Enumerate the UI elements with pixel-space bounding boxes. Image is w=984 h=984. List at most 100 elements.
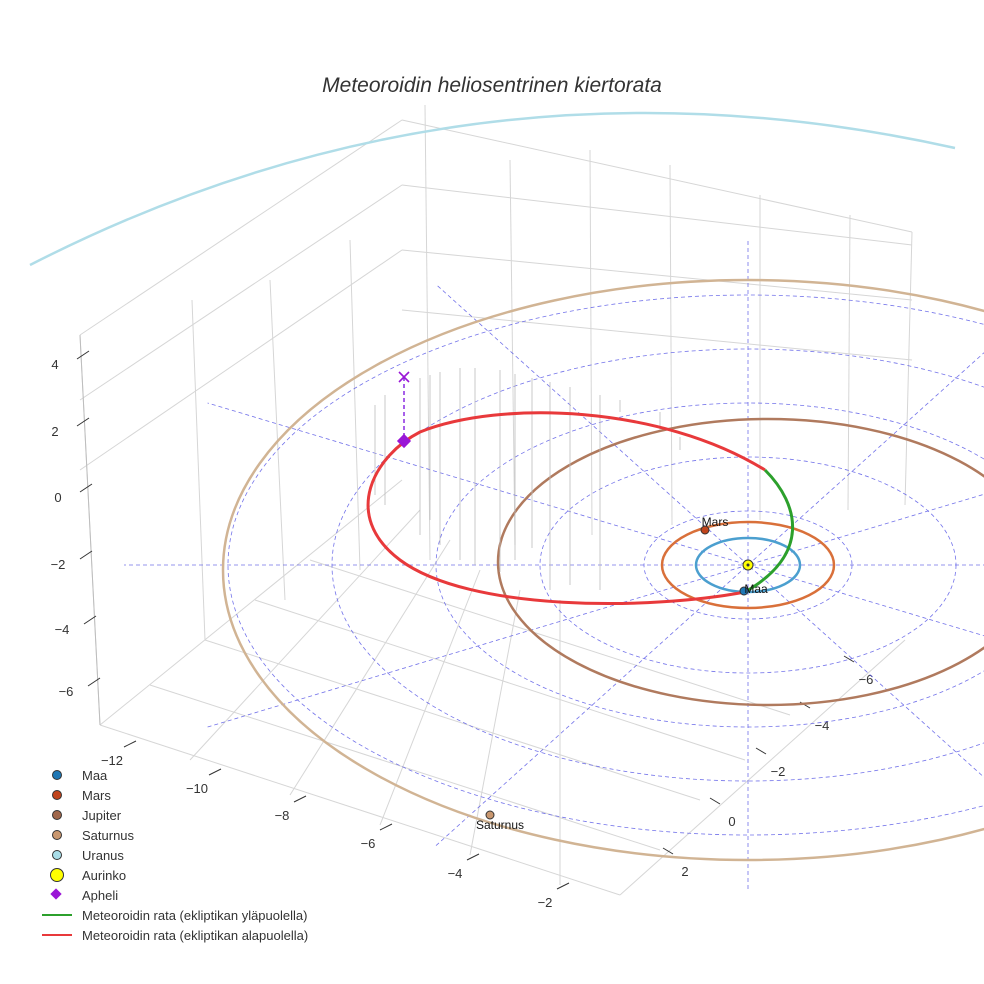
- y-tick-mark: [755, 747, 767, 755]
- planet-label-mars: Mars: [702, 515, 729, 529]
- x-tick-label: −2: [538, 895, 553, 910]
- back-pane-vertical: [847, 214, 851, 511]
- aphelion-projection-marker: [398, 371, 410, 383]
- orbit-jupiter: [496, 417, 984, 707]
- back-pane-horizontal: [401, 249, 913, 301]
- floor-grid-line: [469, 589, 521, 856]
- legend-item: Uranus: [40, 845, 308, 865]
- floor-grid-line: [99, 724, 621, 896]
- orbit-uranus: [29, 111, 956, 267]
- planet-maa: [739, 586, 749, 596]
- legend-item: Mars: [40, 785, 308, 805]
- x-tick-label: −4: [448, 866, 463, 881]
- y-tick-mark: [709, 797, 721, 805]
- back-pane-vertical: [191, 299, 206, 641]
- legend-label: Meteoroidin rata (ekliptikan alapuolella…: [82, 927, 309, 943]
- orbit-saturnus: [221, 278, 984, 862]
- back-pane-horizontal: [79, 184, 403, 401]
- planet-label-maa: Maa: [744, 582, 768, 596]
- z-tick-mark: [83, 615, 97, 625]
- back-pane-vertical: [589, 149, 593, 536]
- y-tick-label: 0: [728, 814, 735, 829]
- z-tick-mark: [76, 417, 90, 427]
- legend-swatch: [40, 905, 74, 925]
- legend-label: Aurinko: [82, 867, 127, 883]
- sun-center: [746, 563, 750, 567]
- x-tick-mark: [208, 768, 222, 776]
- z-tick-label: −2: [51, 557, 66, 572]
- z-drop-lines: [374, 368, 681, 590]
- floor-grid-line: [379, 569, 481, 826]
- y-tick-mark: [843, 655, 855, 663]
- z-tick-label: 0: [54, 490, 61, 505]
- legend-swatch: [40, 885, 74, 905]
- x-tick-label: −8: [275, 808, 290, 823]
- y-tick-label: −2: [771, 764, 786, 779]
- floor-grid-line: [189, 509, 421, 761]
- aphelion-marker: [396, 433, 412, 449]
- z-axis-line: [79, 334, 101, 726]
- legend-item: Meteoroidin rata (ekliptikan yläpuolella…: [40, 905, 308, 925]
- legend-item: Jupiter: [40, 805, 308, 825]
- back-pane-horizontal: [401, 184, 913, 246]
- legend-item: Aurinko: [40, 865, 308, 885]
- legend-swatch: [40, 825, 74, 845]
- x-tick-mark: [466, 853, 480, 861]
- x-tick-label: −6: [361, 836, 376, 851]
- legend-swatch: [40, 785, 74, 805]
- planet-saturnus: [485, 810, 495, 820]
- x-tick-label: −12: [101, 753, 123, 768]
- back-pane-horizontal: [79, 119, 403, 336]
- legend-label: Meteoroidin rata (ekliptikan yläpuolella…: [82, 907, 308, 923]
- x-tick-mark: [293, 795, 307, 803]
- axis-box: [79, 104, 913, 896]
- back-pane-vertical: [669, 164, 673, 526]
- orbit-mars: [660, 520, 836, 610]
- back-pane-horizontal: [401, 309, 913, 361]
- z-tick-mark: [76, 350, 90, 360]
- y-tick-mark: [662, 847, 674, 855]
- polar-grid-ring: [227, 294, 984, 836]
- legend-swatch: [40, 865, 74, 885]
- legend-label: Saturnus: [82, 827, 135, 843]
- back-pane-horizontal: [401, 119, 913, 233]
- track-below-ecliptic: [366, 411, 766, 605]
- planet-orbits: [29, 111, 984, 862]
- back-pane-vertical: [904, 231, 913, 506]
- floor-grid-line: [309, 559, 791, 716]
- legend: Maa Mars Jupiter Saturnus Uranus Aurinko Aphel…: [40, 765, 308, 945]
- legend-label: Mars: [82, 787, 111, 803]
- x-tick-mark: [379, 823, 393, 831]
- z-tick-label: 2: [51, 424, 58, 439]
- planet-label-saturnus: Saturnus: [476, 818, 524, 832]
- z-tick-mark: [79, 550, 93, 560]
- legend-swatch: [40, 925, 74, 945]
- axis-ticks: 4 2 0 −2 −4 −6 −12 −10 −8 −6 −4 −2 2 0 −2 −4 −6: [51, 350, 873, 910]
- floor-grid-line: [289, 539, 451, 796]
- floor-grid-line: [254, 599, 746, 761]
- legend-label: Apheli: [82, 887, 119, 903]
- planet-mars: [700, 525, 710, 535]
- z-tick-label: −4: [55, 622, 70, 637]
- floor-grid-line: [99, 479, 403, 726]
- legend-swatch: [40, 805, 74, 825]
- legend-swatch: [40, 845, 74, 865]
- legend-item: Maa: [40, 765, 308, 785]
- z-tick-label: −6: [59, 684, 74, 699]
- back-pane-vertical: [424, 104, 431, 561]
- floor-grid-line: [619, 639, 906, 896]
- z-tick-mark: [79, 483, 93, 493]
- meteoroid-track: [366, 411, 794, 605]
- z-tick-label: 4: [51, 357, 58, 372]
- back-pane-horizontal: [79, 249, 403, 471]
- markers: Maa Mars Saturnus: [396, 371, 768, 832]
- legend-label: Uranus: [82, 847, 124, 863]
- x-tick-label: −10: [186, 781, 208, 796]
- y-tick-label: −4: [815, 718, 830, 733]
- legend-item: Meteoroidin rata (ekliptikan alapuolella…: [40, 925, 308, 945]
- chart-title: Meteoroidin heliosentrinen kiertorata: [322, 74, 662, 97]
- legend-item: Apheli: [40, 885, 308, 905]
- legend-item: Saturnus: [40, 825, 308, 845]
- z-tick-mark: [87, 677, 101, 687]
